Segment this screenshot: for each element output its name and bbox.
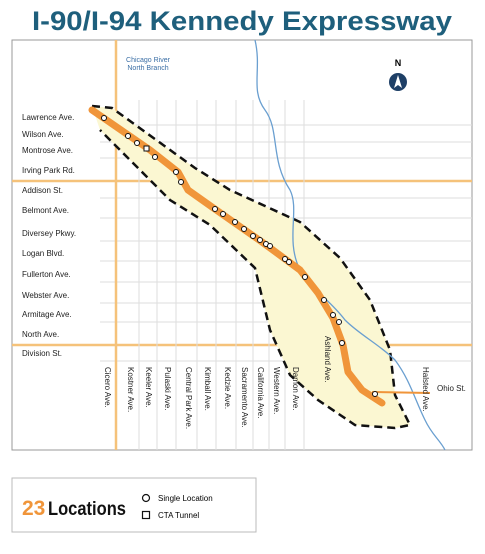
street-label: Lawrence Ave. <box>22 113 74 122</box>
service-boundary <box>91 104 412 430</box>
location-markers <box>101 115 378 397</box>
street-label: California Ave. <box>256 367 265 418</box>
street-label: Damon Ave. <box>291 367 300 410</box>
legend-count: 23 <box>22 497 45 520</box>
street-label: Kedzie Ave. <box>223 367 232 409</box>
location-marker <box>330 312 336 318</box>
compass-arrow <box>394 75 402 88</box>
street-label: Addison St. <box>22 186 63 195</box>
legend-square <box>141 510 151 520</box>
ohio-ramp <box>371 391 431 394</box>
street-label: Diversey Pkwy. <box>22 229 76 238</box>
street-label: Ohio St. <box>437 384 466 393</box>
legend-circle <box>141 493 151 503</box>
location-marker <box>125 133 131 139</box>
street-label: Montrose Ave. <box>22 146 73 155</box>
street-label: Wilson Ave. <box>22 130 64 139</box>
street-label: Sacramento Ave. <box>240 367 249 428</box>
location-marker <box>232 219 238 225</box>
legend-item: CTA Tunnel <box>158 511 199 520</box>
tunnel-marker <box>143 145 150 152</box>
street-label: Ashland Ave. <box>323 336 332 383</box>
location-marker <box>302 274 308 280</box>
street-label: Webster Ave. <box>22 291 69 300</box>
compass-label: N <box>395 58 402 68</box>
street-label: Kimball Ave. <box>203 367 212 411</box>
street-label: Fullerton Ave. <box>22 270 71 279</box>
location-marker <box>173 169 179 175</box>
street-label: Cicero Ave. <box>103 367 112 408</box>
street-label: Pulaski Ave. <box>163 367 172 410</box>
location-marker <box>241 226 247 232</box>
street-label: Irving Park Rd. <box>22 166 75 175</box>
location-marker <box>339 340 345 346</box>
title: I-90/I-94 Kennedy Expressway <box>32 6 452 36</box>
location-marker <box>101 115 107 121</box>
street-label: Division St. <box>22 349 62 358</box>
location-marker <box>321 297 327 303</box>
location-marker <box>220 211 226 217</box>
street-label: Kostner Ave. <box>126 367 135 412</box>
street-label: Belmont Ave. <box>22 206 69 215</box>
legend <box>11 477 257 533</box>
location-marker <box>250 233 256 239</box>
legend-item: Single Location <box>158 494 213 503</box>
street-label: Keeler Ave. <box>144 367 153 408</box>
location-marker <box>257 237 263 243</box>
location-marker <box>178 179 184 185</box>
location-marker <box>336 319 342 325</box>
service-area <box>92 106 410 428</box>
street-label: Central Park Ave. <box>184 367 193 429</box>
legend-label: Locations <box>48 499 126 520</box>
location-marker <box>267 243 273 249</box>
street-label: Halsted Ave. <box>421 367 430 412</box>
street-label: North Ave. <box>22 330 59 339</box>
location-marker <box>286 259 292 265</box>
location-marker <box>212 206 218 212</box>
location-marker <box>134 140 140 146</box>
street-label: Logan Blvd. <box>22 249 64 258</box>
location-marker <box>372 391 378 397</box>
location-marker <box>282 256 288 262</box>
river-label: North Branch <box>127 65 168 72</box>
street-label: Western Ave. <box>272 367 281 414</box>
river-label: Chicago River <box>126 57 171 64</box>
location-marker <box>152 154 158 160</box>
street-label: Armitage Ave. <box>22 310 72 319</box>
